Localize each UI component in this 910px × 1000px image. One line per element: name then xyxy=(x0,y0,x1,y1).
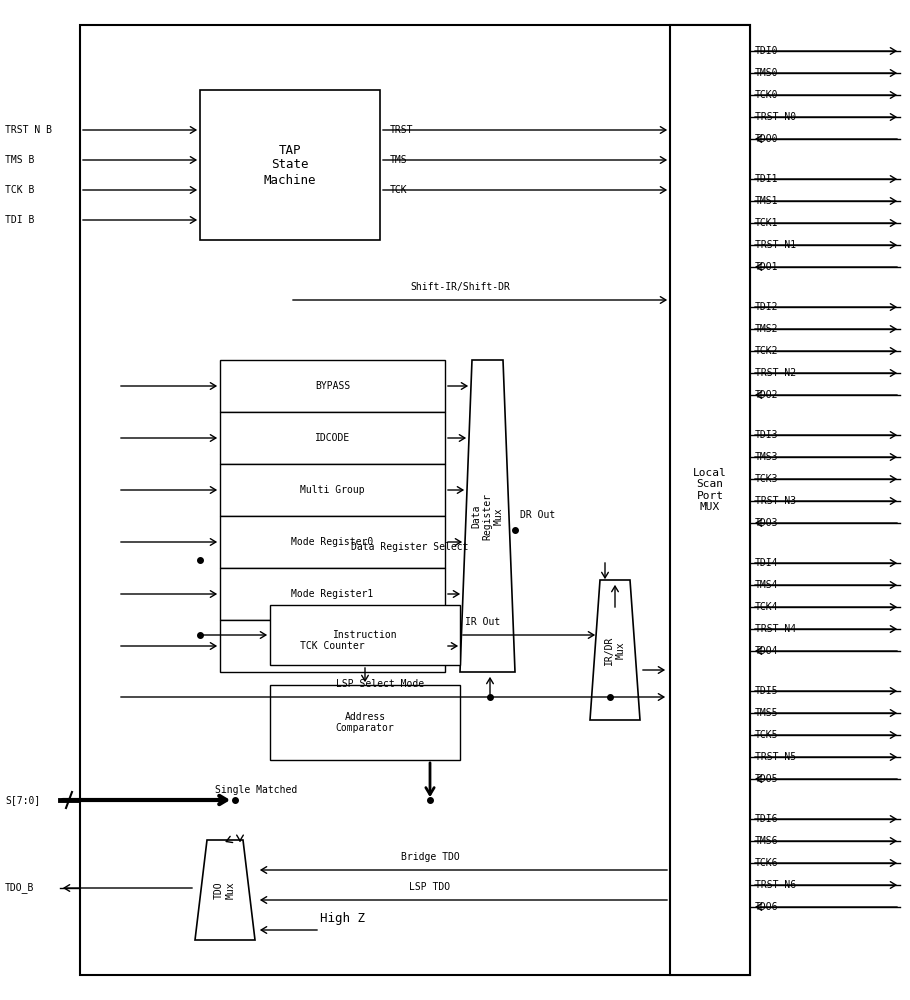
Text: TMS6: TMS6 xyxy=(755,836,778,846)
Bar xyxy=(220,620,445,672)
Bar xyxy=(220,464,445,516)
Text: TDO_B: TDO_B xyxy=(5,883,35,893)
Polygon shape xyxy=(590,580,640,720)
Text: High Z: High Z xyxy=(320,912,365,925)
Text: Shift-IR/Shift-DR: Shift-IR/Shift-DR xyxy=(410,282,510,292)
Text: S[7:0]: S[7:0] xyxy=(5,795,40,805)
Text: Local
Scan
Port
MUX: Local Scan Port MUX xyxy=(693,468,727,512)
Text: TRST N3: TRST N3 xyxy=(755,496,796,506)
Polygon shape xyxy=(195,840,255,940)
Text: BYPASS: BYPASS xyxy=(315,381,350,391)
Text: TDO6: TDO6 xyxy=(755,902,778,912)
Text: TMS0: TMS0 xyxy=(755,68,778,78)
Text: Mode Register1: Mode Register1 xyxy=(291,589,374,599)
Text: TCK B: TCK B xyxy=(5,185,35,195)
Text: TDI2: TDI2 xyxy=(755,302,778,312)
Bar xyxy=(670,25,750,975)
Text: TCK4: TCK4 xyxy=(755,602,778,612)
Text: LSP Select Mode: LSP Select Mode xyxy=(336,679,424,689)
Text: TDI6: TDI6 xyxy=(755,814,778,824)
Bar xyxy=(220,568,445,620)
Text: TRST: TRST xyxy=(390,125,413,135)
Text: TRST N B: TRST N B xyxy=(5,125,52,135)
Text: TCK1: TCK1 xyxy=(755,218,778,228)
Text: IR/DR
Mux: IR/DR Mux xyxy=(604,635,626,665)
Text: TRST N1: TRST N1 xyxy=(755,240,796,250)
Text: IR Out: IR Out xyxy=(465,617,500,627)
Bar xyxy=(220,360,445,412)
Text: TDO4: TDO4 xyxy=(755,646,778,656)
Text: Data
Register
Mux: Data Register Mux xyxy=(470,492,504,540)
Text: Mode Register0: Mode Register0 xyxy=(291,537,374,547)
Text: TMS1: TMS1 xyxy=(755,196,778,206)
Text: TDI4: TDI4 xyxy=(755,558,778,568)
Text: TDO
Mux: TDO Mux xyxy=(214,881,236,899)
Text: IDCODE: IDCODE xyxy=(315,433,350,443)
Text: TDO3: TDO3 xyxy=(755,518,778,528)
Text: TRST N0: TRST N0 xyxy=(755,112,796,122)
Text: TCK0: TCK0 xyxy=(755,90,778,100)
Bar xyxy=(270,685,460,760)
Bar xyxy=(270,605,460,665)
Text: Multi Group: Multi Group xyxy=(300,485,365,495)
Text: Data Register Select: Data Register Select xyxy=(351,542,469,552)
Text: TRST N4: TRST N4 xyxy=(755,624,796,634)
Text: TMS: TMS xyxy=(390,155,408,165)
Text: TCK: TCK xyxy=(390,185,408,195)
Text: TDO1: TDO1 xyxy=(755,262,778,272)
Text: TCK5: TCK5 xyxy=(755,730,778,740)
Text: Instruction: Instruction xyxy=(333,630,398,640)
Text: TCK6: TCK6 xyxy=(755,858,778,868)
Text: Bridge TDO: Bridge TDO xyxy=(400,852,460,862)
Text: TCK Counter: TCK Counter xyxy=(300,641,365,651)
Text: TDI0: TDI0 xyxy=(755,46,778,56)
Text: LSP TDO: LSP TDO xyxy=(410,882,450,892)
Text: TMS4: TMS4 xyxy=(755,580,778,590)
Text: TRST N5: TRST N5 xyxy=(755,752,796,762)
Text: TCK3: TCK3 xyxy=(755,474,778,484)
Text: TMS5: TMS5 xyxy=(755,708,778,718)
Bar xyxy=(220,516,445,568)
Text: Single Matched: Single Matched xyxy=(215,785,298,795)
Text: TDO2: TDO2 xyxy=(755,390,778,400)
Text: TDI B: TDI B xyxy=(5,215,35,225)
Text: TDO5: TDO5 xyxy=(755,774,778,784)
Text: TRST N2: TRST N2 xyxy=(755,368,796,378)
Text: TRST N6: TRST N6 xyxy=(755,880,796,890)
Text: TCK2: TCK2 xyxy=(755,346,778,356)
Text: TAP
State
Machine: TAP State Machine xyxy=(264,143,317,186)
Bar xyxy=(200,90,380,240)
Text: TDI3: TDI3 xyxy=(755,430,778,440)
Text: Address
Comparator: Address Comparator xyxy=(336,712,394,733)
Bar xyxy=(220,412,445,464)
Text: DR Out: DR Out xyxy=(520,510,555,520)
Text: TDI1: TDI1 xyxy=(755,174,778,184)
Text: TMS B: TMS B xyxy=(5,155,35,165)
Bar xyxy=(80,25,750,975)
Polygon shape xyxy=(460,360,515,672)
Text: TMS2: TMS2 xyxy=(755,324,778,334)
Text: TDO0: TDO0 xyxy=(755,134,778,144)
Text: TDI5: TDI5 xyxy=(755,686,778,696)
Text: TMS3: TMS3 xyxy=(755,452,778,462)
